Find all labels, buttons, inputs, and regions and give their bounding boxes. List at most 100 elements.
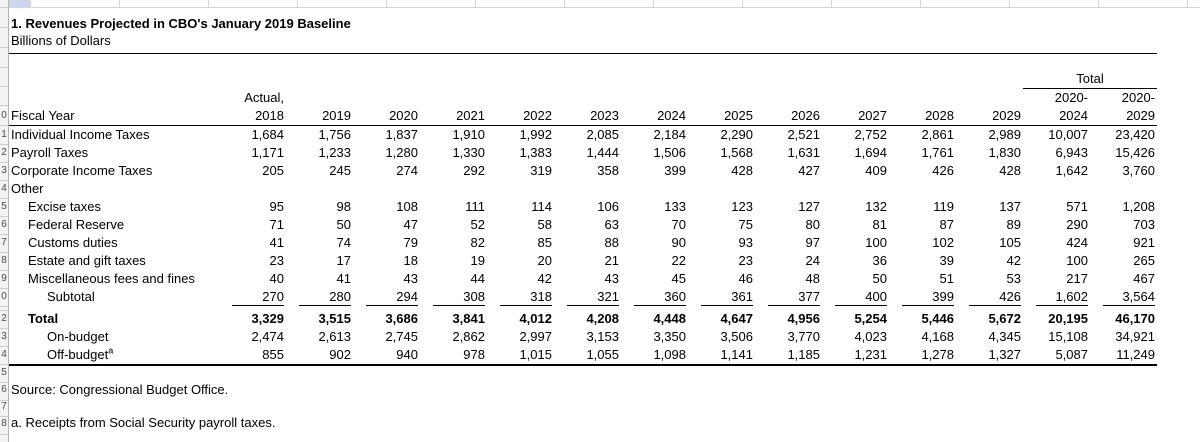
gutter-row-number[interactable]: 8 [1,255,7,266]
cell[interactable]: 45 [671,271,686,286]
cell[interactable]: 2,085 [586,127,619,142]
gutter-row-number[interactable]: 5 [1,367,7,378]
cell[interactable]: 58 [537,217,552,232]
cell[interactable]: 23 [738,253,753,268]
gutter-row-number[interactable]: 6 [1,219,7,230]
cell[interactable]: 274 [396,163,418,178]
cell[interactable] [956,180,1023,198]
row-label[interactable]: On-budget [47,329,109,344]
cell[interactable]: 2,997 [519,329,552,344]
cell[interactable]: 1,761 [921,145,954,160]
cell[interactable]: 43 [403,271,418,286]
column-header-year[interactable]: 2027 [858,108,887,123]
cell[interactable]: 95 [269,199,284,214]
cell[interactable]: 114 [531,199,552,214]
cell[interactable]: 15,108 [1048,329,1088,344]
cell[interactable]: 41 [269,235,284,250]
cell[interactable]: 290 [1066,217,1088,232]
cell[interactable]: 1,642 [1055,163,1088,178]
cell[interactable]: 3,770 [787,329,820,344]
cell[interactable]: 409 [865,163,887,178]
cell[interactable]: 2,474 [251,329,284,344]
column-header-year[interactable]: 2023 [590,108,619,123]
cell[interactable]: 79 [403,235,418,250]
cell[interactable]: 53 [1006,271,1021,286]
cell[interactable]: 102 [932,235,954,250]
cell[interactable]: 2,290 [720,127,753,142]
cell[interactable]: 1,568 [720,145,753,160]
cell[interactable] [1090,180,1157,198]
gutter-row-number[interactable]: 4 [1,349,7,360]
cell[interactable]: 36 [872,253,887,268]
cell[interactable]: 75 [738,217,753,232]
row-label[interactable]: Customs duties [28,235,118,250]
cell[interactable]: 426 [932,163,954,178]
cell[interactable]: 1,231 [854,347,887,362]
cell[interactable]: 855 [262,347,284,362]
cell[interactable]: 940 [396,347,418,362]
cell[interactable]: 3,686 [385,311,418,326]
cell[interactable]: 48 [805,271,820,286]
cell[interactable]: 1,992 [519,127,552,142]
cell[interactable]: 46 [738,271,753,286]
gutter-row-number[interactable]: 1 [1,129,7,140]
column-header-year[interactable]: 2020 [389,108,418,123]
table-subtitle[interactable]: Billions of Dollars [11,33,111,48]
row-label[interactable]: Individual Income Taxes [11,127,150,142]
cell[interactable]: 51 [939,271,954,286]
cell[interactable]: 46,170 [1115,311,1155,326]
cell[interactable]: 42 [1006,253,1021,268]
cell[interactable]: 1,756 [318,127,351,142]
cell[interactable]: 571 [1066,199,1088,214]
cell[interactable] [755,180,822,198]
cell[interactable]: 4,647 [720,311,753,326]
cell[interactable]: 428 [731,163,753,178]
cell[interactable]: 1,185 [787,347,820,362]
cell[interactable]: 34,921 [1115,329,1155,344]
column-header-year[interactable]: 2018 [255,108,284,123]
gutter-row-number[interactable]: 9 [1,273,7,284]
cell[interactable]: 3,841 [452,311,485,326]
fiscal-year-label[interactable]: Fiscal Year [11,108,75,123]
cell[interactable]: 123 [731,199,753,214]
cell[interactable]: 97 [805,235,820,250]
row-label[interactable]: Corporate Income Taxes [11,163,153,178]
cell[interactable]: 1,684 [251,127,284,142]
cell[interactable]: 20 [537,253,552,268]
cell[interactable]: 2,745 [385,329,418,344]
cell[interactable]: 40 [269,271,284,286]
cell[interactable]: 19 [470,253,485,268]
cell[interactable]: 280 [286,288,353,306]
column-header-year[interactable]: 2022 [523,108,552,123]
cell[interactable]: 2,752 [854,127,887,142]
cell[interactable]: 4,168 [921,329,954,344]
table-title[interactable]: 1. Revenues Projected in CBO's January 2… [11,16,351,31]
cell[interactable]: 41 [336,271,351,286]
row-label[interactable]: Off-budgeta [47,346,114,362]
cell[interactable]: 43 [604,271,619,286]
cell[interactable]: 119 [933,199,954,214]
row-label[interactable]: Estate and gift taxes [28,253,146,268]
cell[interactable]: 4,345 [988,329,1021,344]
cell[interactable]: 6,943 [1055,145,1088,160]
cell[interactable]: 1,233 [318,145,351,160]
cell[interactable]: 270 [219,288,286,306]
column-header-year[interactable]: 2025 [724,108,753,123]
cell[interactable]: 17 [336,253,351,268]
cell[interactable]: 20,195 [1048,311,1088,326]
cell[interactable]: 127 [798,199,820,214]
cell[interactable]: 5,254 [854,311,887,326]
cell[interactable]: 80 [805,217,820,232]
cell[interactable]: 4,448 [653,311,686,326]
cell[interactable]: 2,521 [787,127,820,142]
cell[interactable]: 1,098 [653,347,686,362]
gutter-row-number[interactable]: 7 [1,237,7,248]
column-header-year[interactable]: 2024 [657,108,686,123]
cell[interactable]: 1,208 [1122,199,1155,214]
cell[interactable]: 1,694 [854,145,887,160]
selected-cell-highlight[interactable] [9,0,30,7]
cell[interactable]: 1,327 [988,347,1021,362]
cell[interactable]: 108 [396,199,418,214]
cell[interactable]: 106 [597,199,619,214]
cell[interactable] [554,180,621,198]
